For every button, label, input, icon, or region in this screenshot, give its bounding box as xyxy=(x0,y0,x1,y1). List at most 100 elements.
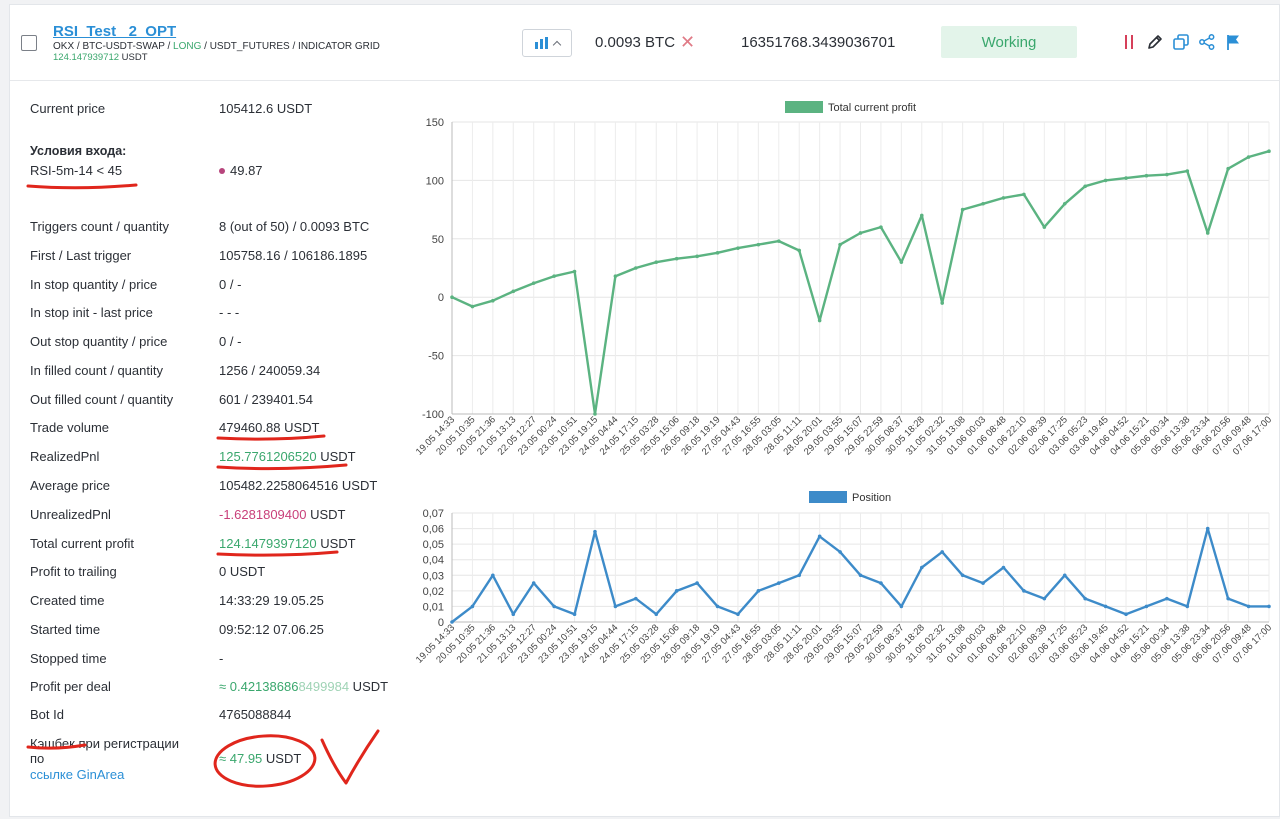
copy-icon[interactable] xyxy=(1172,33,1190,51)
data-point xyxy=(491,298,495,303)
info-row-value: 0 / - xyxy=(219,334,242,349)
data-point xyxy=(450,620,454,624)
y-tick-label: -100 xyxy=(422,409,444,421)
data-point xyxy=(654,612,659,617)
cashback-label-2: по xyxy=(30,751,45,766)
cashback-amount: ≈ 47.95 xyxy=(219,751,263,766)
legend-label: Position xyxy=(852,492,891,504)
data-point xyxy=(858,573,863,578)
info-row-label: First / Last trigger xyxy=(30,248,132,263)
data-point xyxy=(613,604,618,609)
y-tick-label: 0,06 xyxy=(423,524,444,536)
data-point xyxy=(817,534,822,539)
data-point xyxy=(1083,184,1087,189)
info-row-value: - xyxy=(219,651,224,666)
data-point xyxy=(531,581,536,585)
data-point xyxy=(1144,173,1149,178)
y-tick-label: 0,07 xyxy=(423,508,444,520)
share-icon[interactable] xyxy=(1198,33,1216,51)
unrealized-pnl-amount: -1.6281809400 xyxy=(219,507,307,522)
data-point xyxy=(491,573,495,578)
data-point xyxy=(1267,604,1271,609)
y-tick-label: -50 xyxy=(428,351,444,363)
data-point xyxy=(777,581,781,585)
average-price-value: 105482.2258064516 USDT xyxy=(219,478,378,493)
bot-header: RSI_Test _2_OPT OKX / BTC-USDT-SWAP / LO… xyxy=(10,5,1279,81)
rsi-dot-icon xyxy=(219,167,225,174)
bot-card: RSI_Test _2_OPT OKX / BTC-USDT-SWAP / LO… xyxy=(9,4,1280,817)
data-point xyxy=(1246,604,1251,609)
data-point xyxy=(511,289,516,294)
data-point xyxy=(572,612,577,617)
cashback-label: Кэшбек при регистрации xyxy=(30,736,179,751)
total-profit-unit: USDT xyxy=(316,536,356,551)
position-quantity: 0.0093 BTC xyxy=(595,34,676,51)
data-point xyxy=(572,269,577,274)
data-point xyxy=(838,550,842,554)
edit-icon[interactable] xyxy=(1146,33,1164,51)
underline-trade-volume xyxy=(216,434,326,441)
data-point xyxy=(736,612,740,617)
bot-name-link[interactable]: RSI_Test _2_OPT xyxy=(53,23,177,40)
profit-per-deal-faded: 8499984 xyxy=(298,679,350,694)
data-point xyxy=(736,246,740,250)
info-row-value: 8 (out of 50) / 0.0093 BTC xyxy=(219,219,370,234)
underline-entry-rule xyxy=(26,183,138,190)
info-row-label: Started time xyxy=(30,622,101,637)
y-tick-label: 100 xyxy=(426,175,444,187)
data-point xyxy=(1226,166,1230,171)
data-point xyxy=(1205,231,1210,235)
total-profit-label: Total current profit xyxy=(30,536,135,551)
data-point xyxy=(919,213,924,218)
y-tick-label: 0 xyxy=(438,617,444,629)
data-point xyxy=(1246,155,1251,159)
profit-per-deal-value: ≈ 0.421386868499984 USDT xyxy=(219,679,388,694)
info-row-label: Out stop quantity / price xyxy=(30,334,168,349)
info-row-value: 105758.16 / 106186.1895 xyxy=(219,248,368,263)
data-point xyxy=(981,201,985,206)
data-point xyxy=(1062,573,1067,578)
ginarea-link[interactable]: ссылке GinArea xyxy=(30,767,125,782)
data-point xyxy=(715,604,720,609)
legend-label: Total current profit xyxy=(828,102,916,114)
y-tick-label: 0,03 xyxy=(423,570,444,582)
data-point xyxy=(1103,604,1108,609)
current-price-label: Current price xyxy=(30,101,106,116)
data-point xyxy=(695,581,699,585)
data-point xyxy=(1022,192,1026,197)
position-chart: Position0,070,060,050,040,030,020,01019.… xyxy=(414,491,1274,666)
bot-profit-sub-unit: USDT xyxy=(119,52,148,63)
pause-icon[interactable] xyxy=(1120,33,1138,51)
y-tick-label: 50 xyxy=(432,234,444,246)
action-toolbar xyxy=(1120,33,1242,51)
current-price-value: 105412.6 USDT xyxy=(219,101,313,116)
chart-toggle-button[interactable] xyxy=(522,29,572,57)
data-point xyxy=(531,281,536,285)
data-point xyxy=(960,207,965,212)
data-point xyxy=(593,529,597,534)
data-point xyxy=(899,260,904,264)
info-row-label: Created time xyxy=(30,593,105,608)
bot-path: OKX / BTC-USDT-SWAP / LONG / USDT_FUTURE… xyxy=(53,41,380,52)
profit-per-deal-amount: ≈ 0.42138686 xyxy=(219,679,299,694)
data-point xyxy=(838,242,842,247)
data-point xyxy=(674,256,679,261)
data-point xyxy=(715,251,720,255)
close-icon[interactable]: ✕ xyxy=(680,32,696,52)
data-point xyxy=(1124,176,1128,180)
select-checkbox[interactable] xyxy=(21,35,37,51)
data-point xyxy=(511,612,516,617)
y-tick-label: 0,02 xyxy=(423,586,444,598)
legend-swatch xyxy=(785,101,823,113)
data-point xyxy=(919,565,924,570)
data-point xyxy=(1062,201,1067,206)
bot-id-value: 4765088844 xyxy=(219,707,292,722)
entry-conditions-title: Условия входа: xyxy=(30,144,127,158)
data-point xyxy=(1165,596,1169,601)
data-point xyxy=(674,589,679,593)
data-point xyxy=(797,573,802,578)
flag-icon[interactable] xyxy=(1224,33,1242,51)
data-point xyxy=(1144,604,1149,609)
status-badge: Working xyxy=(941,26,1077,58)
info-row-value: 0 / - xyxy=(219,277,242,292)
